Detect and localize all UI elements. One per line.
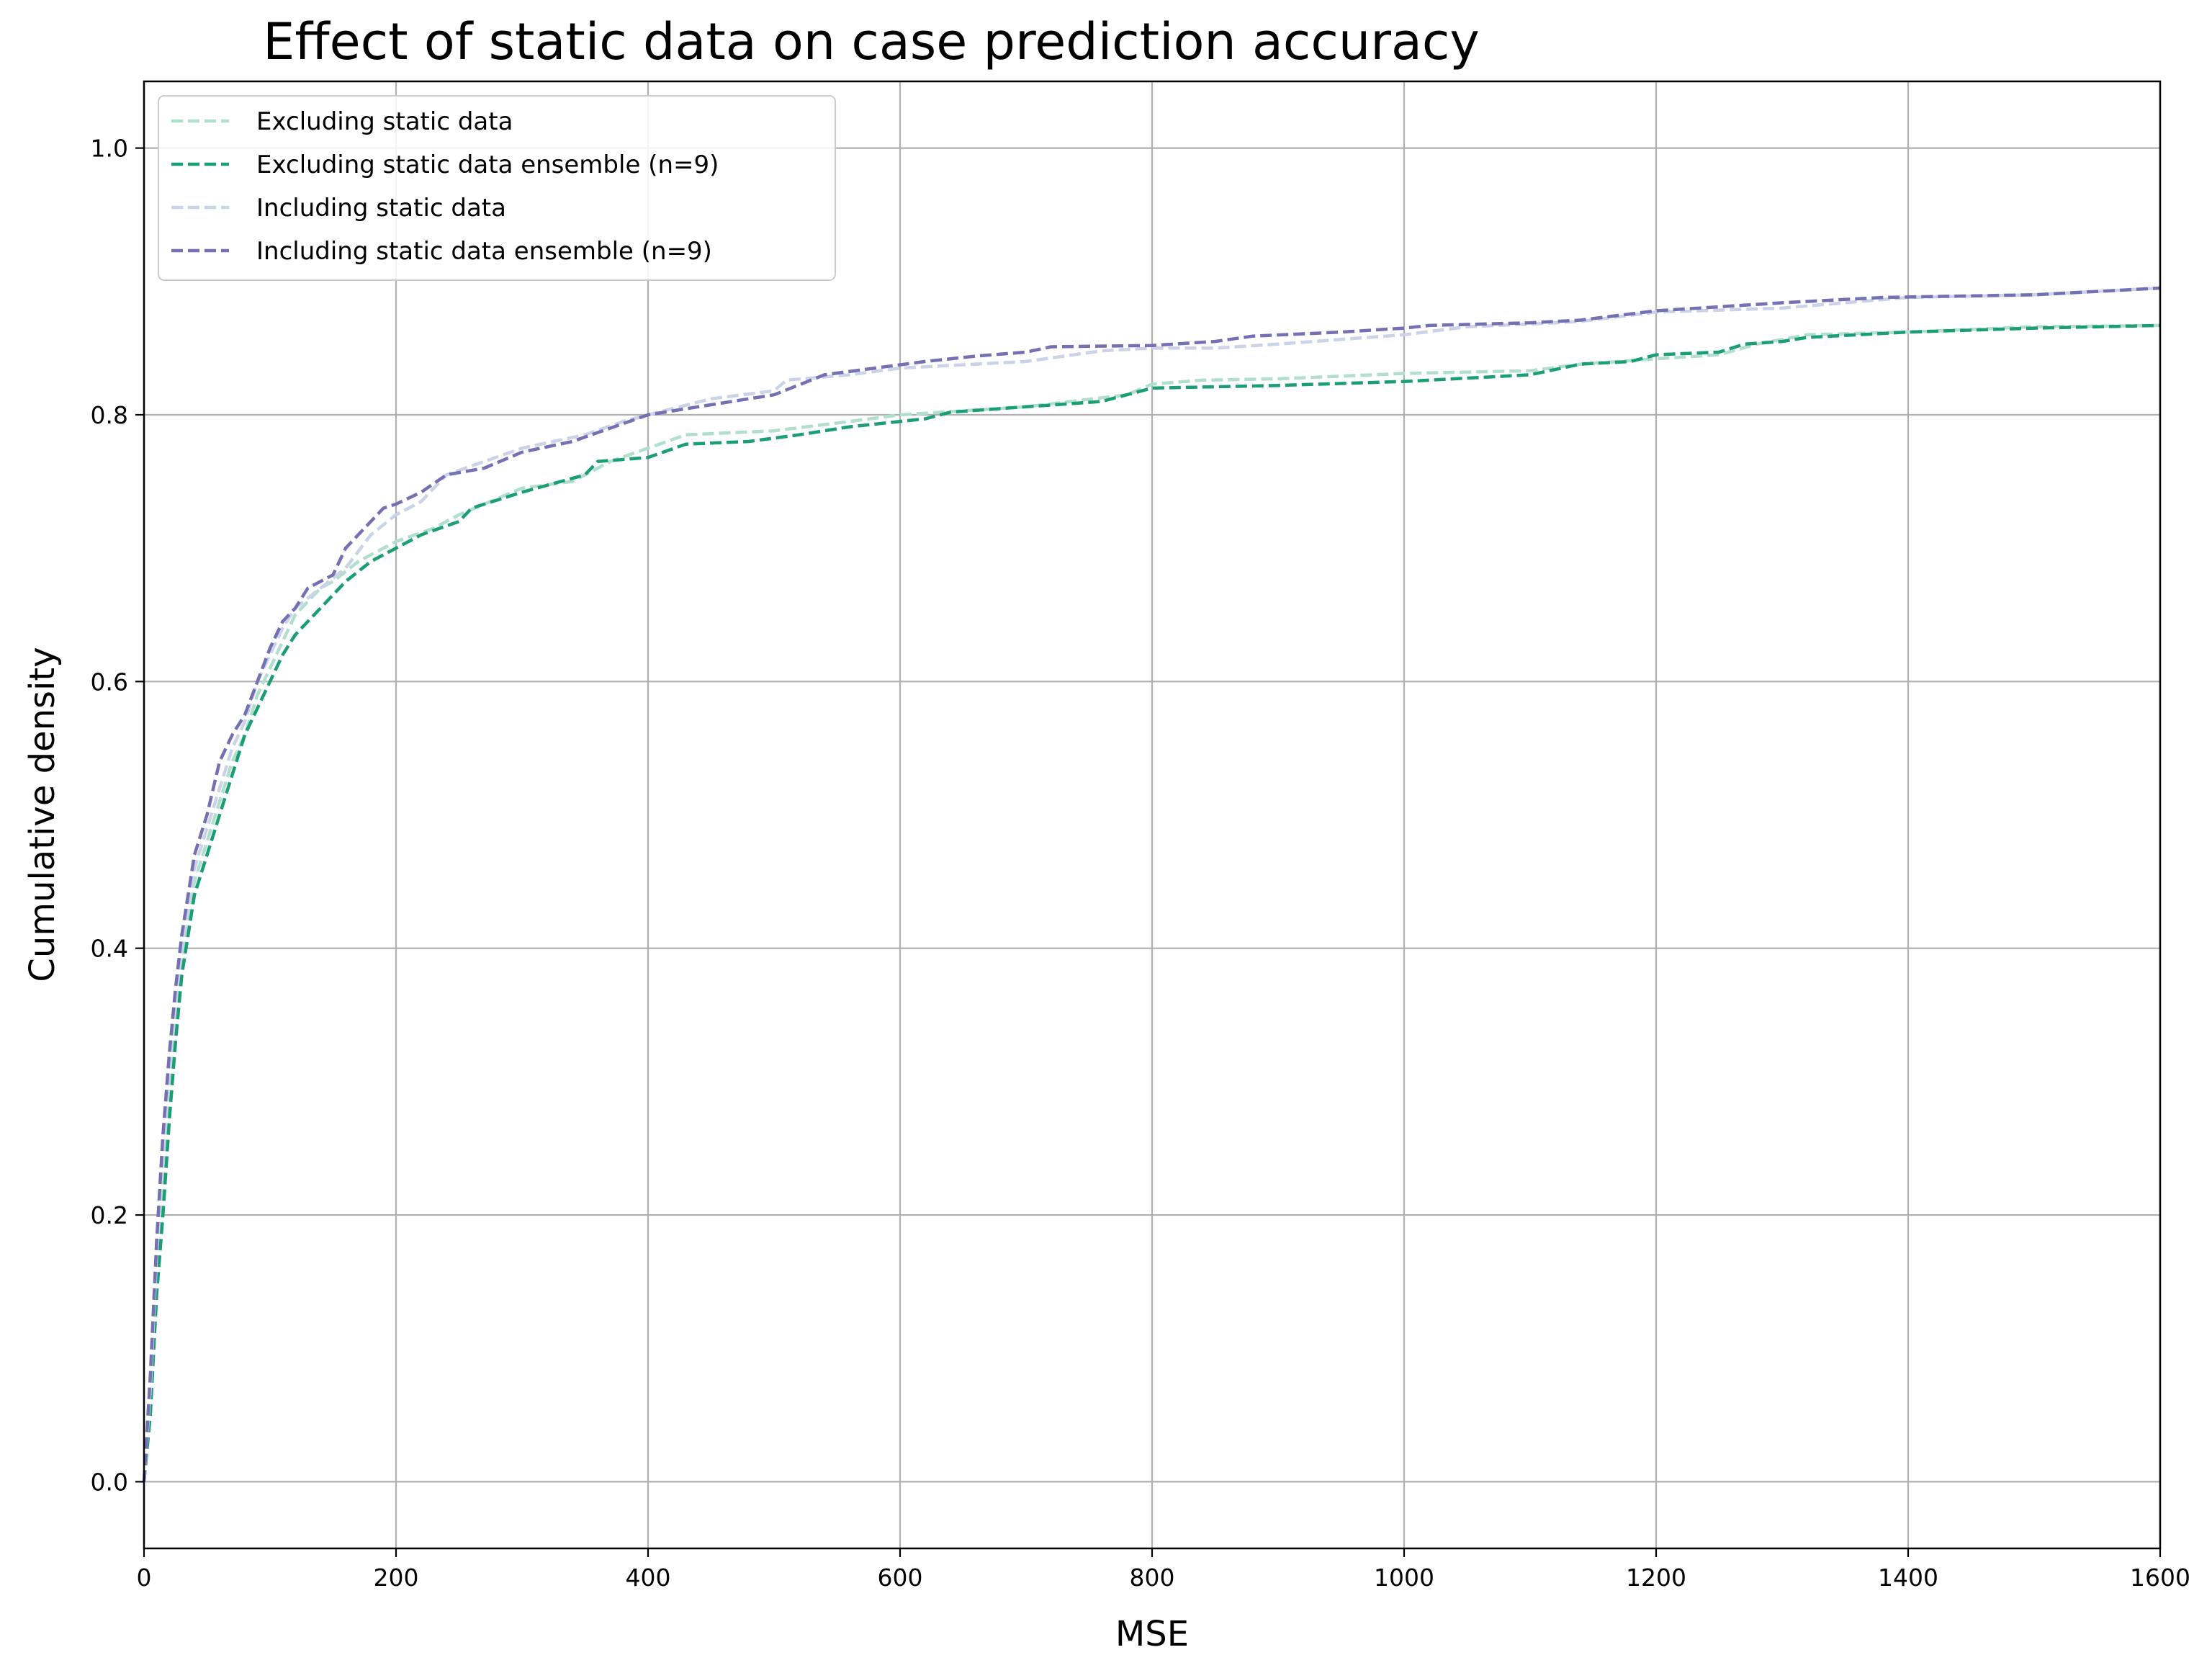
y-tick-label: 1.0 [91,135,128,163]
x-tick-label: 1600 [2130,1564,2190,1592]
x-tick-label: 600 [878,1564,923,1592]
ticks: 0 200 400 600 800 1000 1200 1400 1600 0.0 0.2 0.4 0.… [91,135,2190,1592]
grid [144,81,2160,1548]
chart-title: Effect of static data on case prediction… [263,12,1480,71]
x-axis-label: MSE [1115,1614,1189,1654]
x-tick-label: 1400 [1878,1564,1938,1592]
x-tick-label: 0 [137,1564,152,1592]
legend-label: Excluding static data [256,107,513,136]
legend-label: Including static data [256,194,506,223]
legend-label: Including static data ensemble (n=9) [256,237,712,266]
legend-box [158,95,836,281]
y-tick-label: 0.4 [91,935,128,963]
y-axis-label: Cumulative density [22,647,63,982]
series-line [142,286,2161,1482]
legend: Excluding static data Excluding static da… [158,95,836,281]
x-tick-label: 800 [1130,1564,1175,1592]
series-line [142,286,2161,1482]
x-tick-label: 400 [626,1564,671,1592]
y-tick-label: 0.2 [91,1201,128,1229]
legend-label: Excluding static data ensemble (n=9) [256,151,719,179]
x-tick-label: 1000 [1374,1564,1434,1592]
y-tick-label: 0.0 [91,1468,128,1496]
x-tick-label: 200 [374,1564,419,1592]
series-line [142,323,2161,1482]
y-tick-label: 0.6 [91,668,128,696]
series-layer [142,286,2161,1482]
x-tick-label: 1200 [1626,1564,1686,1592]
y-tick-label: 0.8 [91,401,128,429]
